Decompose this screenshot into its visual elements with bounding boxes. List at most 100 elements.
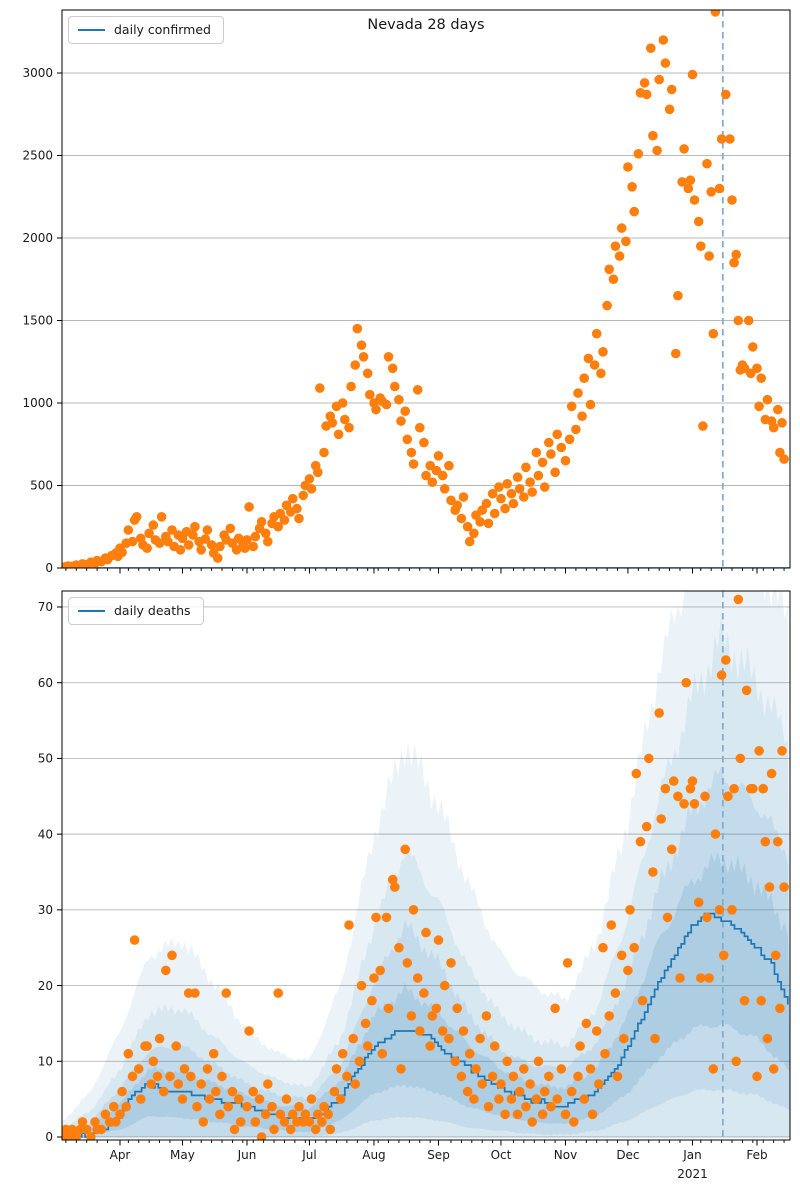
confidence-band-mid-band: [62, 765, 790, 1137]
scatter-point: [381, 912, 392, 923]
scatter-point: [111, 1117, 121, 1127]
scatter-point: [464, 1048, 475, 1059]
scatter-point: [354, 1056, 365, 1067]
scatter-point: [260, 1109, 271, 1120]
scatter-point: [654, 74, 664, 85]
scatter-point: [90, 1117, 100, 1127]
scatter-point: [725, 134, 735, 144]
legend-line-swatch: [78, 609, 105, 612]
scatter-point: [100, 1109, 111, 1120]
scatter-point: [408, 905, 419, 915]
scatter-point: [165, 1071, 175, 1082]
scatter-point: [294, 513, 304, 524]
scatter-point: [569, 1117, 579, 1127]
scatter-point: [329, 1086, 340, 1097]
scatter-point: [177, 1094, 188, 1104]
scatter-point: [156, 512, 167, 522]
scatter-point: [514, 484, 525, 494]
scatter-point: [269, 1124, 279, 1135]
scatter-point: [425, 1041, 436, 1051]
legend-daily-confirmed: daily confirmed: [68, 16, 224, 44]
scatter-point: [639, 78, 650, 88]
scatter-point: [619, 1033, 629, 1044]
scatter-point: [602, 300, 612, 311]
scatter-point: [546, 1101, 556, 1112]
scatter-point: [437, 470, 448, 481]
axis-spines: [61, 9, 791, 569]
scatter-point: [539, 482, 550, 492]
confidence-band-inner-band: [62, 851, 790, 1137]
scatter-point: [716, 670, 727, 680]
scatter-point: [614, 251, 625, 261]
scatter-point: [679, 144, 689, 154]
scatter-point: [608, 274, 619, 285]
scatter-point: [673, 791, 683, 802]
scatter-point: [556, 1064, 567, 1074]
scatter-point: [406, 447, 417, 458]
scatter-point: [315, 383, 325, 393]
scatter-point: [317, 1117, 327, 1127]
scatter-point: [623, 162, 633, 172]
scatter-point: [148, 520, 159, 530]
scatter-point: [508, 498, 519, 509]
scatter-point: [371, 404, 381, 415]
scatter-point: [702, 158, 712, 169]
scatter-point: [223, 1101, 233, 1112]
daily-confirmed-plot: 0 500 1000 1500 2000 2500 3000: [22, 9, 791, 575]
scatter-point: [502, 1056, 512, 1067]
scatter-point: [367, 995, 377, 1006]
scatter-point: [323, 1109, 334, 1120]
scatter-point: [383, 352, 394, 362]
x-tick-label: May: [170, 1148, 195, 1162]
x-tick-label: Sep: [427, 1148, 450, 1162]
scatter-point: [400, 406, 411, 417]
scatter-point: [687, 776, 698, 786]
scatter-point: [760, 836, 771, 847]
scatter-point: [681, 677, 691, 688]
scatter-point: [598, 347, 608, 357]
scatter-point: [566, 401, 577, 412]
y-tick-label: 1500: [22, 314, 53, 328]
scatter-point: [198, 1117, 209, 1127]
scatter-point: [591, 328, 602, 339]
scatter-point: [650, 1033, 660, 1044]
scatter-point: [213, 553, 223, 563]
scatter-point: [475, 1033, 485, 1044]
scatter-point: [729, 257, 739, 268]
scatter-point: [714, 905, 725, 915]
scatter-point: [215, 1109, 225, 1120]
scatter-point: [531, 447, 542, 458]
scatter-point: [402, 434, 413, 445]
scatter-point: [762, 1033, 773, 1044]
scatter-point: [693, 897, 704, 908]
scatter-point: [731, 249, 741, 260]
scatter-point: [431, 1003, 442, 1014]
scatter-point: [63, 1132, 73, 1140]
scatter-point: [743, 315, 754, 326]
scatter-point: [123, 1048, 134, 1059]
scatter-point: [625, 905, 635, 915]
scatter-point: [537, 1109, 548, 1120]
scatter-point: [704, 251, 714, 261]
scatter-point: [729, 783, 739, 794]
scatter-point: [629, 942, 639, 953]
scatter-point: [683, 183, 694, 194]
scatter-point: [306, 484, 317, 494]
scatter-point: [612, 1071, 623, 1082]
scatter-point: [300, 1109, 311, 1120]
scatter-point: [573, 388, 583, 398]
scatter-point: [394, 942, 404, 953]
scatter-point: [581, 1018, 592, 1029]
scatter-point: [556, 442, 567, 453]
scatter-point: [727, 905, 737, 915]
scatter-point: [469, 1094, 479, 1104]
scatter-point: [775, 1003, 785, 1014]
plot-data-area: [62, 591, 790, 1140]
scatter-point: [616, 950, 627, 961]
scatter-point: [115, 1109, 125, 1120]
scatter-point: [458, 492, 469, 502]
scatter-point: [437, 1026, 448, 1036]
scatter-point: [333, 429, 344, 440]
scatter-point: [571, 424, 581, 435]
scatter-point: [550, 1003, 560, 1014]
